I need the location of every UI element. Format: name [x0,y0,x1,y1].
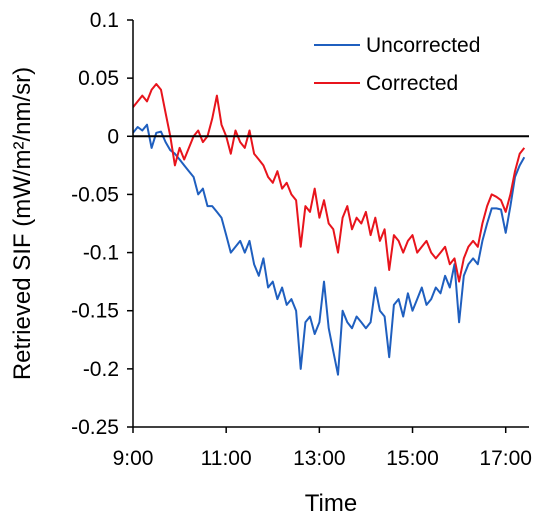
series-line-uncorrected [133,123,526,376]
y-tick-label: 0.1 [90,9,119,32]
y-tick-label: -0.2 [83,358,119,381]
y-tick-label: -0.25 [71,416,119,439]
series-line-corrected [133,83,526,283]
x-tick-label: 13:00 [293,447,346,470]
y-tick-label: 0.05 [78,67,119,90]
y-tick-label: -0.05 [71,183,119,206]
x-tick-label: 11:00 [201,447,252,470]
y-tick-label: 0 [107,125,119,148]
y-tick-label: -0.15 [71,300,119,323]
y-axis-title: Retrieved SIF (mW/m²/nm/sr) [9,67,36,380]
x-tick-label: 17:00 [479,447,532,470]
legend: Uncorrected Corrected [314,34,480,95]
x-tick-label: 9:00 [113,447,154,470]
x-axis-title: Time [305,490,357,517]
y-tick-label: -0.1 [83,242,119,265]
legend-label-uncorrected: Uncorrected [366,34,480,57]
legend-label-corrected: Corrected [366,72,458,95]
x-tick-label: 15:00 [386,447,439,470]
